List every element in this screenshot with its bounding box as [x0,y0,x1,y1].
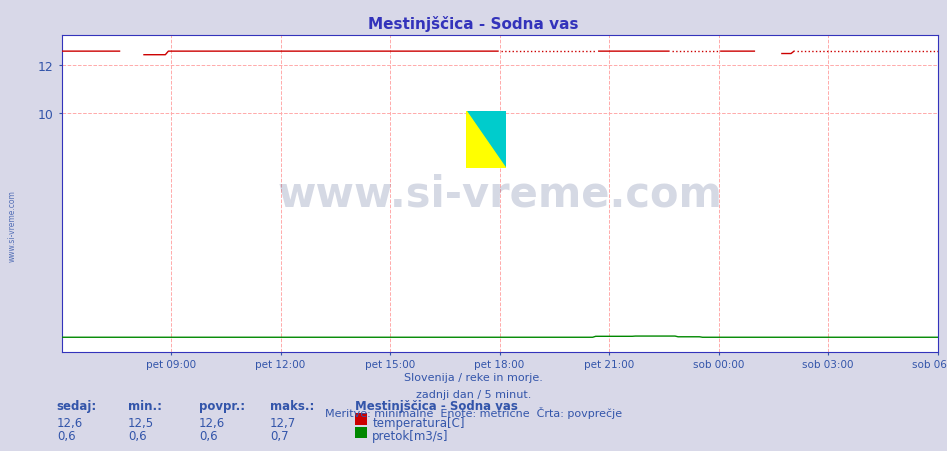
Text: zadnji dan / 5 minut.: zadnji dan / 5 minut. [416,389,531,399]
Text: 0,6: 0,6 [57,429,76,442]
Text: Slovenija / reke in morje.: Slovenija / reke in morje. [404,372,543,382]
Polygon shape [466,112,486,169]
Text: min.:: min.: [128,399,162,412]
Text: 12,6: 12,6 [199,416,225,429]
Text: sedaj:: sedaj: [57,399,98,412]
Text: 12,7: 12,7 [270,416,296,429]
Text: 12,6: 12,6 [57,416,83,429]
Text: 0,6: 0,6 [128,429,147,442]
Text: pretok[m3/s]: pretok[m3/s] [372,429,449,442]
Polygon shape [466,112,506,169]
Text: www.si-vreme.com: www.si-vreme.com [277,173,722,215]
Text: povpr.:: povpr.: [199,399,245,412]
Text: Mestinjščica - Sodna vas: Mestinjščica - Sodna vas [368,16,579,32]
Text: 0,7: 0,7 [270,429,289,442]
Text: Meritve: minimalne  Enote: metrične  Črta: povprečje: Meritve: minimalne Enote: metrične Črta:… [325,406,622,419]
Text: 12,5: 12,5 [128,416,154,429]
Text: temperatura[C]: temperatura[C] [372,416,465,429]
Text: 0,6: 0,6 [199,429,218,442]
Text: maks.:: maks.: [270,399,314,412]
Polygon shape [466,112,506,169]
Polygon shape [466,112,506,169]
Text: Mestinjščica - Sodna vas: Mestinjščica - Sodna vas [355,399,518,412]
Polygon shape [486,112,506,140]
Text: www.si-vreme.com: www.si-vreme.com [8,189,17,262]
Polygon shape [466,112,506,169]
